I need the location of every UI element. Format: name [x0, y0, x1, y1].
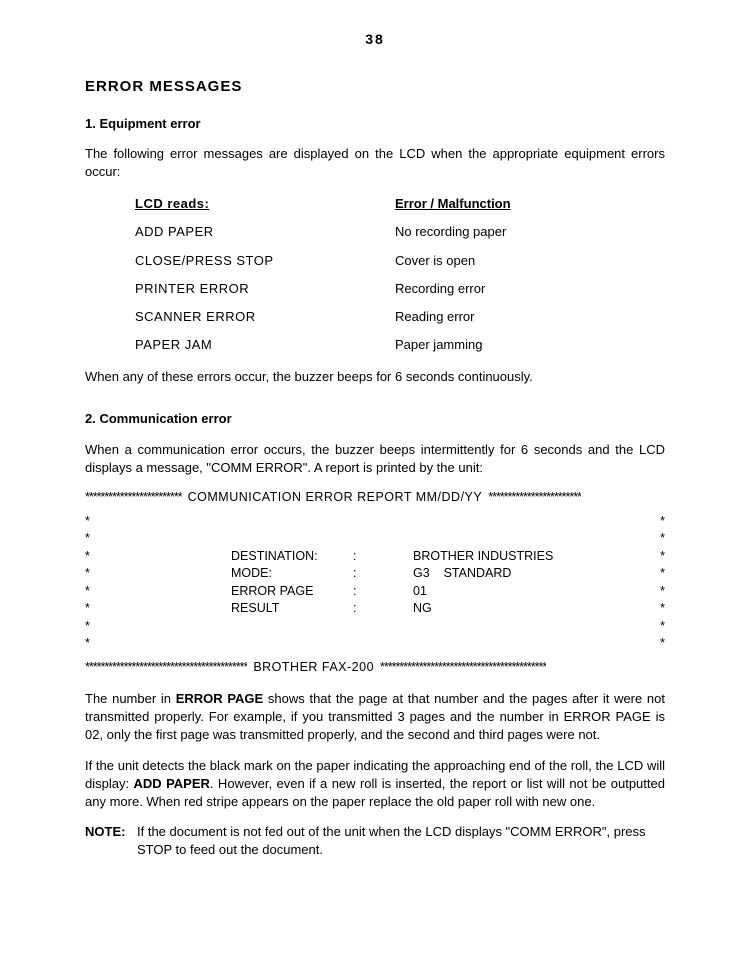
section-heading-2: 2. Communication error [85, 410, 665, 428]
table-row: CLOSE/PRESS STOP Cover is open [135, 252, 665, 270]
star-side: * [655, 530, 665, 548]
note-body: If the document is not fed out of the un… [137, 823, 665, 859]
star-side: * [85, 583, 95, 601]
page-title: ERROR MESSAGES [85, 76, 665, 97]
star-side: * [85, 565, 95, 583]
report-label: MODE: [95, 565, 353, 583]
report-value: 01 [413, 583, 655, 601]
star-side: * [655, 600, 665, 618]
report-box: ************************* COMMUNICATION … [85, 489, 665, 676]
report-row: * MODE: : G3 STANDARD * [85, 565, 665, 583]
star-side: * [655, 513, 665, 531]
star-side: * [655, 618, 665, 636]
section1-outro: When any of these errors occur, the buzz… [85, 368, 665, 386]
report-label: DESTINATION: [95, 548, 353, 566]
report-label: ERROR PAGE [95, 583, 353, 601]
error-cell: Cover is open [395, 252, 665, 270]
star-side: * [85, 548, 95, 566]
bold-text: ADD PAPER [134, 776, 210, 791]
star-side: * [85, 530, 95, 548]
col-header-lcd: LCD reads: [135, 195, 395, 213]
report-value: BROTHER INDUSTRIES [413, 548, 655, 566]
note-label: NOTE: [85, 823, 137, 859]
star-side: * [85, 513, 95, 531]
lcd-cell: SCANNER ERROR [135, 308, 395, 326]
report-title-top: COMMUNICATION ERROR REPORT MM/DD/YY [182, 489, 489, 507]
star-side: * [655, 565, 665, 583]
star-side: * [655, 548, 665, 566]
section-heading-1: 1. Equipment error [85, 115, 665, 133]
report-colon: : [353, 583, 413, 601]
error-cell: Reading error [395, 308, 665, 326]
section2-para2: If the unit detects the black mark on th… [85, 757, 665, 812]
star-side: * [655, 635, 665, 653]
star-side: * [85, 600, 95, 618]
note-block: NOTE: If the document is not fed out of … [85, 823, 665, 859]
report-bottom-rule: ****************************************… [85, 659, 665, 677]
page-number: 38 [85, 30, 665, 50]
report-body: ** ** * DESTINATION: : BROTHER INDUSTRIE… [85, 507, 665, 659]
table-row: SCANNER ERROR Reading error [135, 308, 665, 326]
star-side: * [85, 618, 95, 636]
report-row: * DESTINATION: : BROTHER INDUSTRIES * [85, 548, 665, 566]
report-colon: : [353, 565, 413, 583]
error-cell: Paper jamming [395, 336, 665, 354]
text: The number in [85, 691, 176, 706]
error-cell: Recording error [395, 280, 665, 298]
report-value: G3 STANDARD [413, 565, 655, 583]
stars: ****************************************… [85, 659, 247, 677]
error-cell: No recording paper [395, 223, 665, 241]
section1-intro: The following error messages are display… [85, 145, 665, 181]
section2-para1: The number in ERROR PAGE shows that the … [85, 690, 665, 745]
col-header-error: Error / Malfunction [395, 195, 665, 213]
report-row: * RESULT : NG * [85, 600, 665, 618]
document-page: 38 ERROR MESSAGES 1. Equipment error The… [0, 0, 735, 954]
lcd-cell: CLOSE/PRESS STOP [135, 252, 395, 270]
stars: ************************* [85, 489, 182, 507]
report-row: * ERROR PAGE : 01 * [85, 583, 665, 601]
star-side: * [655, 583, 665, 601]
report-top-rule: ************************* COMMUNICATION … [85, 489, 665, 507]
lcd-cell: ADD PAPER [135, 223, 395, 241]
bold-text: ERROR PAGE [176, 691, 264, 706]
report-value: NG [413, 600, 655, 618]
error-table: LCD reads: Error / Malfunction ADD PAPER… [85, 195, 665, 354]
table-row: PAPER JAM Paper jamming [135, 336, 665, 354]
stars: ****************************************… [380, 659, 546, 677]
report-label: RESULT [95, 600, 353, 618]
lcd-cell: PRINTER ERROR [135, 280, 395, 298]
stars: ************************ [488, 489, 581, 507]
report-colon: : [353, 600, 413, 618]
report-colon: : [353, 548, 413, 566]
star-side: * [85, 635, 95, 653]
table-row: ADD PAPER No recording paper [135, 223, 665, 241]
table-row: PRINTER ERROR Recording error [135, 280, 665, 298]
lcd-cell: PAPER JAM [135, 336, 395, 354]
report-title-bottom: BROTHER FAX-200 [247, 659, 380, 677]
section2-intro: When a communication error occurs, the b… [85, 441, 665, 477]
